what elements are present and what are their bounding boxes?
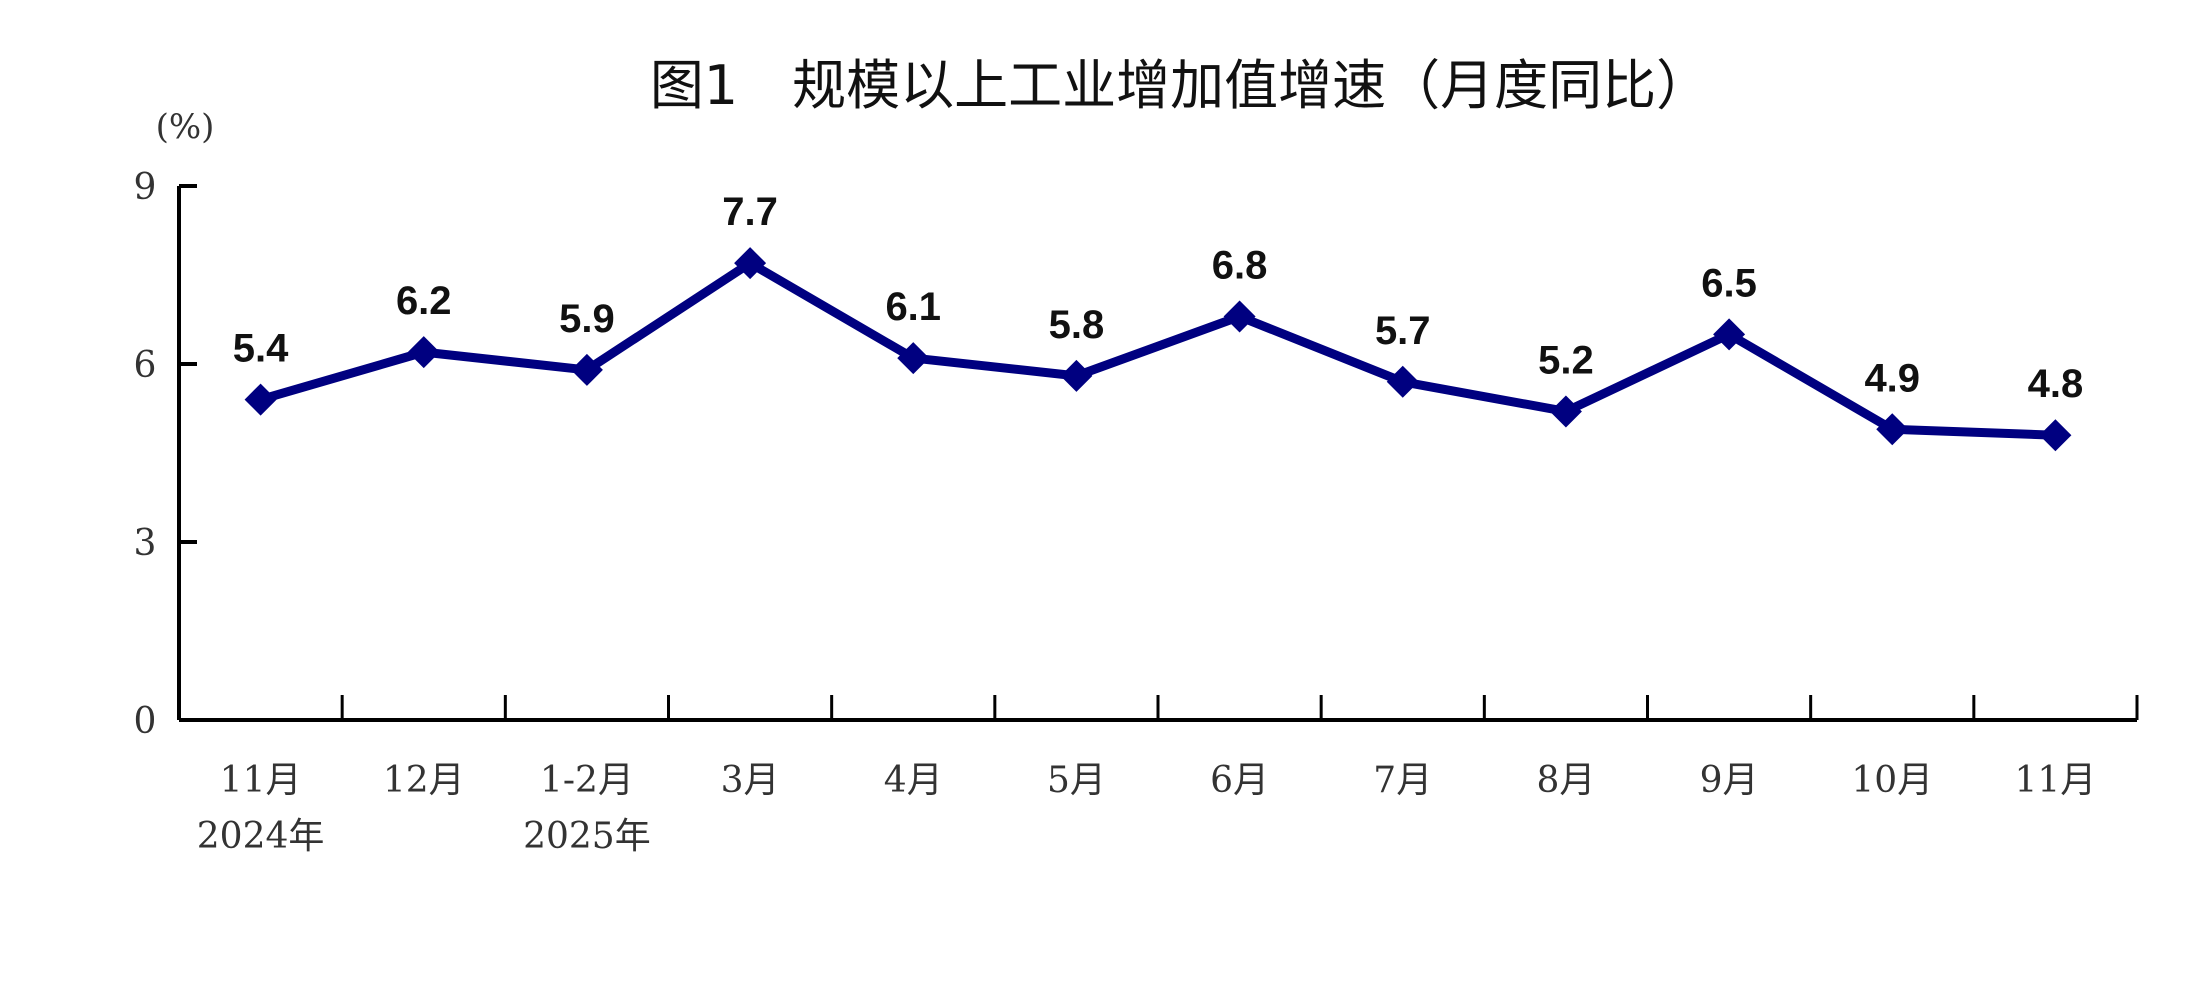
data-label: 6.8 — [1212, 244, 1268, 288]
data-label: 4.8 — [2028, 362, 2084, 406]
data-point-marker — [1876, 413, 1909, 446]
y-tick-label: 9 — [134, 167, 157, 208]
data-point-marker — [897, 342, 930, 375]
data-label: 6.1 — [885, 285, 941, 329]
series-line-path — [259, 258, 2056, 440]
chart-title: 图1 规模以上工业增加值增速（月度同比） — [650, 54, 1710, 117]
data-point-marker — [407, 336, 440, 369]
x-tick-label: 9月 — [1700, 760, 1759, 801]
x-tick-sublabel: 2025年 — [523, 816, 651, 857]
x-tick-label: 8月 — [1536, 760, 1595, 801]
data-label: 5.4 — [233, 327, 289, 371]
x-tick-label: 7月 — [1373, 760, 1432, 801]
data-point-marker — [570, 353, 603, 386]
x-tick-label: 1-2月 — [540, 760, 634, 801]
data-label: 5.9 — [559, 297, 615, 341]
x-tick-label: 3月 — [721, 760, 780, 801]
data-point-marker — [734, 247, 767, 280]
data-label: 6.2 — [396, 279, 452, 323]
y-axis-unit: (%) — [156, 107, 215, 147]
x-tick-label: 12月 — [383, 760, 465, 801]
data-point-marker — [244, 383, 277, 416]
data-point-marker — [1549, 395, 1582, 428]
y-tick-label: 0 — [134, 701, 157, 742]
series-line — [244, 247, 2072, 452]
data-point-marker — [1223, 300, 1256, 333]
data-label: 5.2 — [1538, 338, 1594, 382]
data-point-marker — [1060, 359, 1093, 392]
y-tick-label: 6 — [134, 345, 157, 386]
x-tick-sublabel: 2024年 — [197, 816, 325, 857]
data-label: 5.7 — [1375, 309, 1431, 353]
x-tick-label: 6月 — [1210, 760, 1269, 801]
data-point-marker — [1713, 318, 1746, 351]
axes: 0 3 6 9 11月 2024年 12月 1-2月 2025年 3月 4月 5月 6月 7月 8月 9月 10… — [134, 167, 2139, 857]
data-label: 5.8 — [1049, 303, 1105, 347]
x-tick-label: 5月 — [1047, 760, 1106, 801]
x-tick-label: 11月 — [2015, 760, 2097, 801]
x-tick-label: 4月 — [884, 760, 943, 801]
data-point-marker — [1386, 365, 1419, 398]
y-tick-label: 3 — [134, 523, 157, 564]
data-label: 6.5 — [1701, 261, 1757, 305]
data-label: 4.9 — [1864, 356, 1920, 400]
data-point-marker — [2039, 419, 2072, 452]
data-labels: 5.4 6.2 5.9 7.7 6.1 5.8 6.8 5.7 5.2 6.5 4.9 4.8 — [233, 190, 2083, 406]
x-tick-label: 11月 — [220, 760, 302, 801]
x-tick-label: 10月 — [1851, 760, 1933, 801]
data-label: 7.7 — [722, 190, 778, 234]
